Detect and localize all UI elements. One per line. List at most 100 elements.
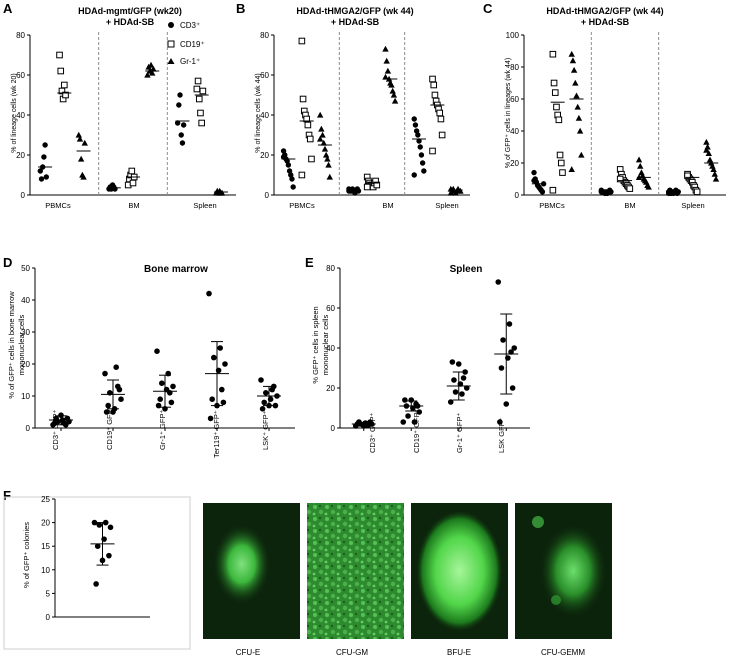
panel-d-point-c1-9 <box>115 383 121 390</box>
panel-b-point-g2-s0-8 <box>421 168 427 174</box>
legend-cd3-label: CD3⁺ <box>180 21 200 30</box>
panel-b-group-bm: BM <box>382 201 393 210</box>
panel-b-point-g1-s2-7 <box>390 91 398 98</box>
panel-letter-d: D <box>3 255 12 270</box>
panel-a-point-g0-s1-0 <box>56 51 63 59</box>
panel-b-point-g0-s2-2 <box>319 131 326 138</box>
panel-e-ytick-label-2: 40 <box>326 344 335 353</box>
panel-e-point-c3-5 <box>498 365 505 371</box>
panel-e-title: Spleen <box>450 264 483 275</box>
panel-a-point-g0-s1-4 <box>61 81 68 89</box>
panel-a-point-g0-s0-0 <box>37 168 44 174</box>
panel-a-point-g0-s0-4 <box>42 142 48 148</box>
panel-d-ytick-label-5: 50 <box>21 264 30 273</box>
panel-d-point-c3-2 <box>211 354 217 361</box>
panel-e-point-c3-9 <box>508 349 514 355</box>
panel-b-point-g0-s0-7 <box>289 176 295 182</box>
panel-b-point-g0-s2-5 <box>322 151 330 158</box>
panel-c-point-g2-s2-2 <box>705 150 712 156</box>
panel-e-ytick-label-3: 60 <box>326 304 335 313</box>
colony-image-cfu-e <box>203 503 300 639</box>
panel-b-point-g2-s2-8 <box>457 187 464 194</box>
panel-b-point-g0-s1-9 <box>298 171 306 179</box>
panel-b-point-g2-s0-4 <box>416 138 422 144</box>
panel-b-point-g0-s2-7 <box>325 161 332 168</box>
panel-e-categories: CD3⁺ GFP⁺ CD19⁺ GFP⁺ Gr-1⁺ GFP⁺ LSK GFP⁺ <box>368 408 506 453</box>
panel-d-cat-0: CD3⁺ GFP⁺ <box>51 410 60 450</box>
panel-e-point-c3-2 <box>500 337 506 343</box>
panel-d-cat-3: Ter119⁺ GFP⁺ <box>212 410 221 458</box>
panel-b-title-line1: HDAd-tHMGA2/GFP (wk 44) <box>296 6 413 16</box>
panel-e-cat-2: Gr-1⁺ GFP⁺ <box>455 413 464 453</box>
panel-c-point-g0-s1-3 <box>553 103 560 111</box>
panel-b-point-g2-s0-0 <box>411 116 417 122</box>
panel-e-cat-3: LSK GFP⁺ <box>497 417 506 453</box>
panel-c-ytick-label-0: 0 <box>515 191 520 200</box>
panel-a-point-g2-s0-4 <box>179 140 186 146</box>
panel-c-point-g0-s1-6 <box>556 151 564 159</box>
panel-f-ytick-label-5: 25 <box>41 495 50 504</box>
panel-c-point-g1-s2-0 <box>635 156 643 163</box>
panel-f-ytick-label-0: 0 <box>46 613 51 622</box>
panel-b-point-g0-s2-8 <box>326 173 333 180</box>
panel-e-point-c1-8 <box>402 397 408 403</box>
panel-a-point-g1-s0-5 <box>112 186 118 192</box>
panel-c-point-g2-s2-7 <box>711 170 718 177</box>
colony-label-bfu-e: BFU-E <box>447 648 471 657</box>
panel-c-point-g2-s1-8 <box>693 188 701 196</box>
panel-c-point-g0-s1-7 <box>557 159 565 167</box>
panel-d-point-c3-3 <box>222 361 228 367</box>
panel-a-group-pbmcs: PBMCs <box>45 201 71 210</box>
panel-e-point-c2-3 <box>463 385 470 391</box>
panel-d-point-c2-3 <box>170 383 176 390</box>
panel-a-title-line2: + HDAd-SB <box>106 17 155 27</box>
panel-b-point-g0-s1-5 <box>304 121 312 129</box>
panel-d-point-c3-8 <box>207 415 214 422</box>
panel-c-point-g0-s0-9 <box>531 177 537 184</box>
panel-e-point-c3-8 <box>497 419 503 425</box>
panel-b-point-g0-s1-1 <box>299 95 307 103</box>
panel-b-point-g2-s1-9 <box>429 147 436 155</box>
colony-image-bfu-e <box>411 503 508 639</box>
legend: CD3⁺ CD19⁺ Gr-1⁺ <box>167 21 205 66</box>
panel-f-point-c0-6 <box>106 552 112 559</box>
panel-c-group-bm: BM <box>624 201 635 210</box>
panel-letter-e: E <box>305 255 314 270</box>
panel-e-point-c0-9 <box>365 422 372 428</box>
panel-a-ytick-label-0: 0 <box>21 191 26 200</box>
panel-d-categories: CD3⁺ GFP⁺ CD19⁺ GFP⁺ Gr-1⁺ GFP⁺ Ter119⁺ … <box>51 405 270 458</box>
panel-d-point-c1-1 <box>113 364 119 371</box>
panel-b-point-g0-s2-4 <box>321 145 329 152</box>
panel-c-ytick-label-4: 80 <box>510 63 519 72</box>
panel-e-cat-1: CD19⁺ GFP⁺ <box>412 408 421 453</box>
panel-d-cat-4: LSK⁺ GFP⁺ <box>261 410 270 450</box>
panel-d-title: Bone marrow <box>144 264 208 275</box>
legend-cd19-marker <box>167 40 175 48</box>
plots-layer: 0204060800204060800204060801000102030405… <box>16 31 726 622</box>
panel-c-ylabel: % of GFP⁺ cells in lineages (wk 44) <box>505 58 512 168</box>
panel-f-frame <box>3 496 191 650</box>
panel-c-point-g2-s2-9 <box>703 146 710 153</box>
panel-e-point-c2-5 <box>451 377 457 383</box>
panel-b-point-g2-s0-7 <box>419 160 426 166</box>
panel-a-point-g2-s1-3 <box>197 109 204 117</box>
panel-f-point-c0-2 <box>96 522 103 528</box>
panel-c-point-g0-s2-2 <box>570 66 578 73</box>
panel-c-point-g1-s2-1 <box>637 162 644 169</box>
panel-a-point-g0-s0-1 <box>38 176 45 182</box>
panel-a-point-g2-s0-0 <box>174 120 181 126</box>
panel-b-point-g1-s2-6 <box>389 87 396 94</box>
panel-c-point-g1-s2-2 <box>638 169 645 176</box>
panel-b-point-g1-s2-9 <box>382 73 389 80</box>
panel-c-point-g2-s1-9 <box>684 172 691 180</box>
panel-d-point-c4-6 <box>272 402 279 409</box>
panel-b-point-g2-s0-6 <box>418 152 425 158</box>
panel-d-point-c3-9 <box>219 386 225 393</box>
panel-a-point-g2-s2-5 <box>218 189 226 196</box>
panel-b-ytick-label-0: 0 <box>265 191 270 200</box>
panel-a-group-spleen: Spleen <box>193 201 216 210</box>
panel-c-point-g0-s0-7 <box>539 189 546 195</box>
panel-b-point-g0-s2-6 <box>324 155 331 162</box>
panel-b-point-g0-s2-9 <box>316 135 324 142</box>
panel-d-point-c3-0 <box>206 290 212 297</box>
